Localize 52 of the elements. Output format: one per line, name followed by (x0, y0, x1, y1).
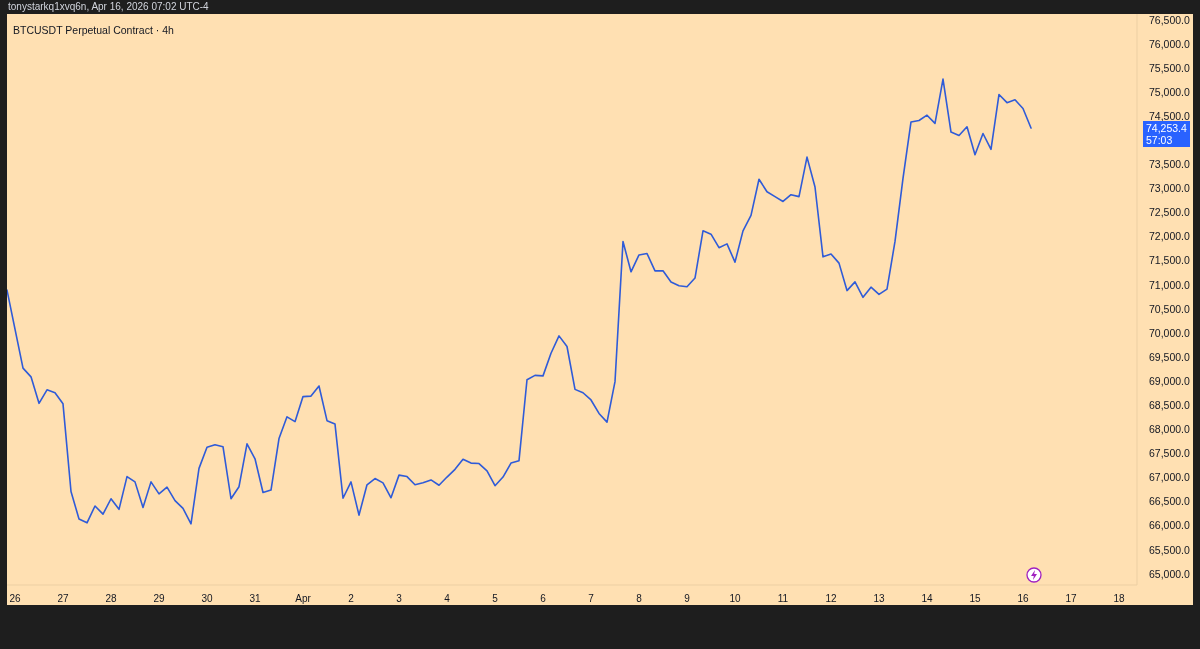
y-tick-label: 72,500.0 (1149, 206, 1191, 219)
x-tick-label: 27 (57, 593, 69, 605)
x-tick-label: 28 (105, 593, 117, 605)
y-tick-label: 75,000.0 (1149, 85, 1191, 98)
y-tick-label: 71,500.0 (1149, 254, 1191, 267)
y-tick-label: 71,000.0 (1149, 278, 1191, 291)
text: 74,253.4 (1146, 122, 1187, 135)
y-tick-label: 76,500.0 (1149, 13, 1191, 26)
y-tick-label: 70,500.0 (1149, 302, 1191, 315)
y-tick-label: 65,500.0 (1149, 543, 1191, 556)
x-tick-label: 6 (540, 593, 547, 605)
x-tick-label: 11 (777, 593, 789, 605)
x-tick-label: 2 (348, 593, 355, 605)
x-tick-label: 29 (153, 593, 165, 605)
x-tick-label: 8 (636, 593, 643, 605)
text: 57:03 (1146, 134, 1173, 147)
y-tick-label: 70,000.0 (1149, 326, 1191, 339)
x-tick-label: 26 (9, 593, 21, 605)
text: BTCUSDT Perpetual Contract · 4h (13, 24, 174, 36)
x-tick-label: 4 (444, 593, 451, 605)
x-tick-label: 30 (201, 593, 213, 605)
y-tick-label: 65,000.0 (1149, 567, 1191, 580)
chart-subtitle: tonystarkq1xvq6n, Apr 16, 2026 07:02 UTC-4 (8, 1, 209, 12)
x-tick-label: 10 (729, 593, 741, 605)
y-tick-label: 76,000.0 (1149, 37, 1191, 50)
y-tick-label: 69,500.0 (1149, 350, 1191, 363)
y-tick-label: 67,500.0 (1149, 447, 1191, 460)
x-tick-label: 16 (1017, 593, 1029, 605)
x-tick-label: 15 (969, 593, 981, 605)
y-tick-label: 75,500.0 (1149, 61, 1191, 74)
y-tick-label: 69,000.0 (1149, 374, 1191, 387)
x-tick-label: 13 (873, 593, 885, 605)
y-tick-label: 68,500.0 (1149, 399, 1191, 411)
y-tick-label: 66,500.0 (1149, 495, 1191, 508)
x-tick-label: Apr (295, 593, 312, 605)
x-tick-label: 5 (492, 593, 499, 605)
x-tick-label: 14 (921, 593, 933, 605)
x-tick-label: 9 (684, 593, 691, 605)
x-tick-label: 18 (1113, 593, 1125, 605)
x-tick-label: 3 (396, 593, 403, 605)
x-tick-label: 12 (825, 593, 837, 605)
y-tick-label: 67,000.0 (1149, 471, 1191, 484)
y-tick-label: 73,000.0 (1149, 182, 1191, 195)
y-tick-label: 72,000.0 (1149, 230, 1191, 243)
x-tick-label: 31 (249, 593, 261, 605)
y-tick-label: 68,000.0 (1149, 423, 1191, 436)
y-tick-label: 73,500.0 (1149, 158, 1191, 171)
x-tick-label: 17 (1065, 593, 1077, 605)
y-tick-label: 74,500.0 (1149, 109, 1191, 122)
x-tick-label: 7 (588, 593, 595, 605)
line-series (7, 78, 1032, 525)
y-tick-label: 66,000.0 (1149, 519, 1191, 532)
